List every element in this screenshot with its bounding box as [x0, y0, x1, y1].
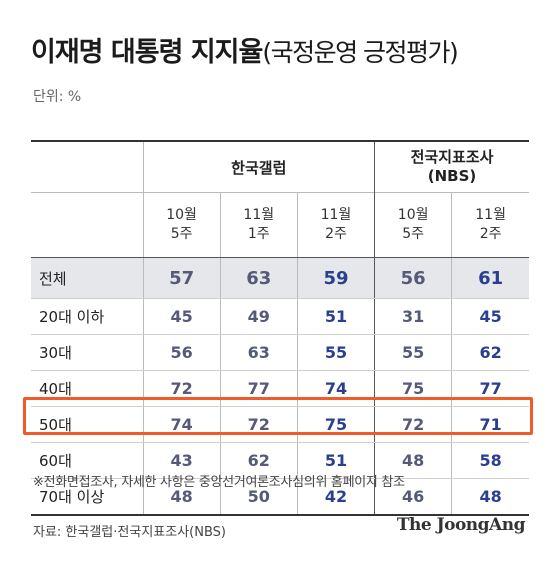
approval-table-container: 한국갤럽 전국지표조사 (NBS) 10월 5주 11월 1주 11월 2주 10월 5주…	[31, 140, 529, 516]
value-cell: 43	[142, 442, 221, 479]
value-cell: 49	[219, 298, 298, 335]
value-cell: 77	[451, 370, 529, 407]
period-month: 10월	[166, 207, 197, 223]
table-row: 전체 57 63 59 56 61	[31, 257, 529, 299]
period-header-row: 10월 5주 11월 1주 11월 2주 10월 5주 11월 2주	[31, 192, 529, 258]
value-cell: 48	[374, 442, 452, 479]
corner-cell	[31, 140, 143, 193]
corner-cell-2	[31, 192, 143, 258]
value-cell: 55	[296, 334, 375, 371]
unit-label: 단위: %	[33, 89, 82, 105]
period-month: 10월	[397, 207, 429, 223]
value-cell: 77	[219, 370, 298, 407]
row-label: 60대	[31, 442, 143, 479]
table-row: 70대 이상 48 50 42 46 48	[31, 478, 529, 516]
chart-title-main: 이재명 대통령 지지율	[31, 37, 263, 68]
row-label: 30대	[31, 334, 143, 371]
value-cell: 74	[142, 406, 221, 443]
period-month: 11월	[475, 207, 506, 223]
period-week: 5주	[170, 226, 193, 242]
value-cell: 57	[142, 257, 221, 299]
value-cell: 71	[451, 406, 529, 443]
group-header-gallup: 한국갤럽	[142, 140, 375, 193]
value-cell: 63	[219, 334, 298, 371]
value-cell: 74	[296, 370, 375, 407]
row-label: 20대 이하	[31, 298, 143, 335]
period-header: 10월 5주	[142, 192, 221, 258]
value-cell: 61	[451, 257, 529, 299]
value-cell: 42	[296, 478, 375, 516]
group-header-nbs-name: 전국지표조사	[410, 148, 494, 166]
value-cell: 48	[451, 478, 529, 516]
period-week: 2주	[479, 226, 502, 242]
value-cell: 51	[296, 442, 375, 479]
row-label: 전체	[31, 257, 143, 299]
period-week: 1주	[247, 226, 270, 242]
value-cell: 58	[451, 442, 529, 479]
table-row: 50대 74 72 75 72 71	[31, 406, 529, 443]
chart-subtitle: (국정운영 긍정평가)	[262, 38, 458, 67]
value-cell: 45	[451, 298, 529, 335]
table-row: 20대 이하 45 49 51 31 45	[31, 298, 529, 335]
value-cell: 72	[374, 406, 452, 443]
group-header-row: 한국갤럽 전국지표조사 (NBS)	[31, 140, 529, 193]
value-cell: 72	[142, 370, 221, 407]
footnote: ※전화면접조사, 자세한 사항은 중앙선거여론조사심의위 홈페이지 참조	[33, 475, 405, 490]
table-row: 60대 43 62 51 48 58	[31, 442, 529, 479]
period-month: 11월	[243, 207, 275, 223]
value-cell: 56	[374, 257, 452, 299]
value-cell: 63	[219, 257, 298, 299]
value-cell: 51	[296, 298, 375, 335]
value-cell: 72	[219, 406, 298, 443]
value-cell: 50	[219, 478, 298, 516]
period-week: 2주	[325, 226, 347, 242]
row-label: 70대 이상	[31, 478, 143, 516]
group-header-nbs: 전국지표조사 (NBS)	[374, 140, 529, 193]
publisher-logo: The JoongAng	[396, 515, 526, 535]
value-cell: 48	[142, 478, 221, 516]
value-cell: 46	[374, 478, 452, 516]
period-header: 11월 1주	[219, 192, 298, 258]
table-row: 30대 56 63 55 55 62	[31, 334, 529, 371]
value-cell: 75	[296, 406, 375, 443]
approval-table: 한국갤럽 전국지표조사 (NBS) 10월 5주 11월 1주 11월 2주 10월 5주…	[31, 140, 529, 516]
row-label: 50대	[31, 406, 143, 443]
source-label: 자료: 한국갤럽·전국지표조사(NBS)	[33, 525, 226, 540]
value-cell: 55	[374, 334, 452, 371]
group-header-nbs-sub: (NBS)	[427, 167, 477, 185]
period-header: 11월 2주	[451, 192, 529, 258]
period-month: 11월	[320, 207, 352, 223]
value-cell: 45	[142, 298, 221, 335]
table-body: 전체 57 63 59 56 61 20대 이하 45 49 51 31 45 30대 56 63 55 55 6…	[31, 257, 529, 516]
period-header: 11월 2주	[296, 192, 375, 258]
value-cell: 59	[296, 257, 375, 299]
value-cell: 62	[451, 334, 529, 371]
value-cell: 75	[374, 370, 452, 407]
row-label: 40대	[31, 370, 143, 407]
period-week: 5주	[402, 226, 425, 242]
table-row: 40대 72 77 74 75 77	[31, 370, 529, 407]
value-cell: 56	[142, 334, 221, 371]
value-cell: 31	[374, 298, 452, 335]
value-cell: 62	[219, 442, 298, 479]
chart-title: 이재명 대통령 지지율(국정운영 긍정평가)	[31, 30, 459, 69]
period-header: 10월 5주	[374, 192, 452, 258]
